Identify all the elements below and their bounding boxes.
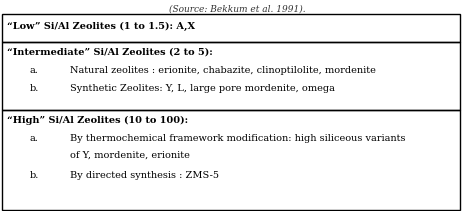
Text: By thermochemical framework modification: high siliceous variants: By thermochemical framework modification… — [70, 134, 405, 143]
Text: Natural zeolites : erionite, chabazite, clinoptilolite, mordenite: Natural zeolites : erionite, chabazite, … — [70, 66, 376, 75]
Text: Synthetic Zeolites: Y, L, large pore mordenite, omega: Synthetic Zeolites: Y, L, large pore mor… — [70, 84, 335, 93]
Text: a.: a. — [30, 134, 39, 143]
Bar — [2, 14, 460, 42]
Text: of Y, mordenite, erionite: of Y, mordenite, erionite — [70, 151, 190, 160]
Text: b.: b. — [30, 171, 39, 180]
Text: a.: a. — [30, 66, 39, 75]
Text: “High” Si/Al Zeolites (10 to 100):: “High” Si/Al Zeolites (10 to 100): — [7, 116, 188, 125]
Text: “Intermediate” Si/Al Zeolites (2 to 5):: “Intermediate” Si/Al Zeolites (2 to 5): — [7, 48, 213, 57]
Text: b.: b. — [30, 84, 39, 93]
Text: By directed synthesis : ZMS-5: By directed synthesis : ZMS-5 — [70, 171, 219, 180]
Text: “Low” Si/Al Zeolites (1 to 1.5): A,X: “Low” Si/Al Zeolites (1 to 1.5): A,X — [7, 22, 195, 31]
Text: (Source: Bekkum et al. 1991).: (Source: Bekkum et al. 1991). — [169, 5, 305, 14]
Bar — [2, 110, 460, 210]
Bar — [2, 42, 460, 110]
